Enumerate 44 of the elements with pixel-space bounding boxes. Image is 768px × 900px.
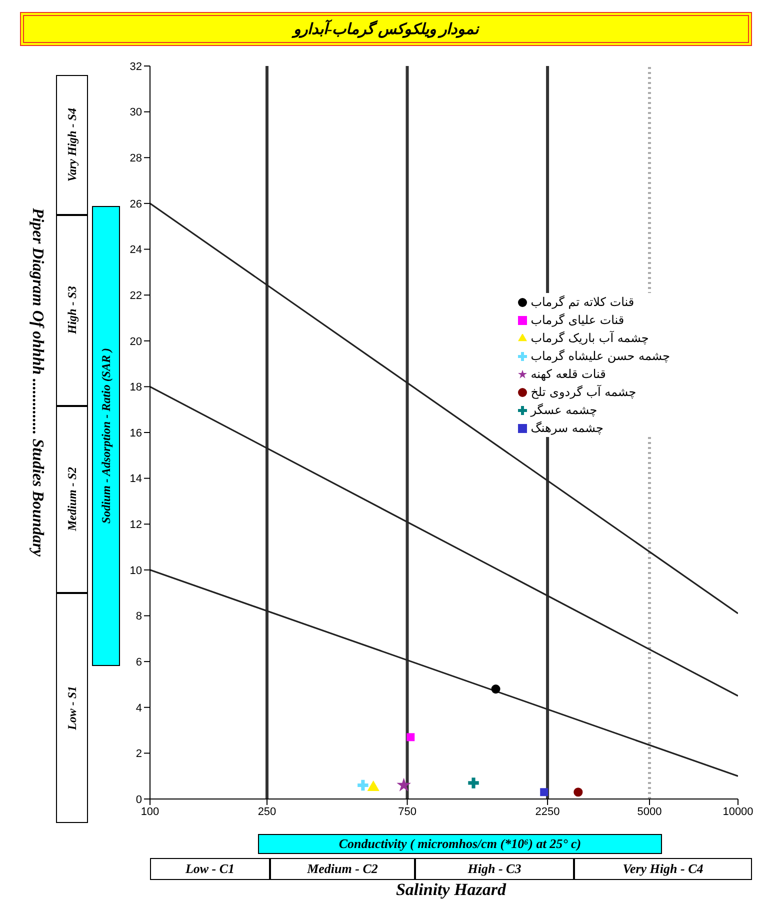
text: High - C3	[415, 858, 574, 880]
x-tick-label: 2250	[535, 806, 560, 818]
legend-label: چشمه سرهنگ	[530, 421, 604, 435]
y-tick-label: 0	[136, 794, 142, 806]
x-tick-label: 250	[258, 806, 276, 818]
chart-title: نمودار ویلکوکس گرماب-آبدارو	[20, 12, 752, 46]
text: Piper Diagram Of ohhhh .............. Studies Boundary	[28, 208, 46, 559]
text: Low - C1	[150, 858, 270, 880]
y-tick-label: 10	[130, 564, 142, 577]
x-tick-label: 100	[140, 806, 160, 818]
x-axis-title: Conductivity ( micromhos/cm (*10⁶) at 25° c)	[258, 834, 662, 854]
y-tick-label: 16	[130, 427, 142, 440]
y-tick-label: 18	[130, 382, 142, 394]
y-tick-label: 20	[130, 336, 142, 348]
x-tick-label: 750	[398, 806, 416, 818]
legend-label: چشمه آب گردوی تلخ	[530, 385, 636, 399]
y-tick-label: 6	[136, 656, 142, 668]
legend-label: قنات علیای گرماب	[530, 313, 624, 327]
legend-label: چشمه عسگر	[530, 403, 598, 417]
legend-label: قنات کلاته تم گرماب	[530, 295, 634, 309]
y-tick-label: 12	[130, 519, 142, 532]
legend-label: چشمه حسن علیشاه گرماب	[530, 349, 670, 363]
text: Medium - S2	[64, 467, 80, 532]
text: Vary High - S4	[64, 108, 80, 182]
y-axis-title: Sodium - Adsorption - Ratio (SAR )	[98, 348, 114, 524]
y-tick-label: 2	[136, 748, 142, 760]
y-tick-label: 14	[130, 473, 142, 486]
x-tick-label: 10000	[722, 806, 754, 818]
text: Very High - C4	[574, 858, 752, 880]
text: Medium - C2	[270, 858, 415, 880]
text: Low - S1	[64, 686, 80, 730]
y-tick-label: 32	[130, 60, 142, 73]
legend-label: چشمه آب باریک گرماب	[530, 331, 649, 345]
text: Salinity Hazard	[394, 880, 508, 900]
legend-label: قنات قلعه کهنه	[530, 367, 606, 381]
y-tick-label: 8	[136, 610, 142, 623]
y-tick-label: 30	[130, 106, 142, 119]
y-tick-label: 4	[136, 702, 142, 714]
y-tick-label: 24	[130, 244, 142, 256]
x-tick-label: 5000	[637, 806, 662, 818]
y-tick-label: 28	[130, 152, 142, 165]
text: High - S3	[64, 286, 80, 334]
y-tick-label: 26	[130, 198, 142, 210]
y-tick-label: 22	[130, 290, 142, 302]
